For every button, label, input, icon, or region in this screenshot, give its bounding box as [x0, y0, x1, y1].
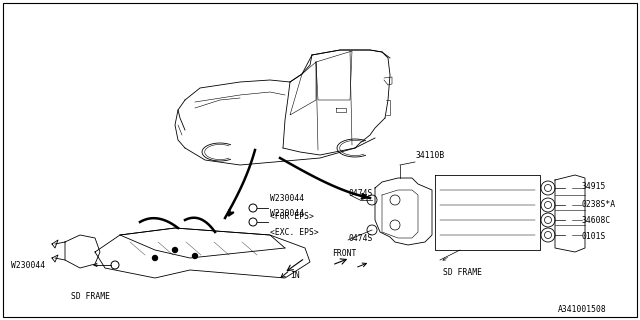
Circle shape — [152, 255, 157, 260]
Text: W230044: W230044 — [270, 194, 304, 203]
Text: <FOR EPS>: <FOR EPS> — [270, 212, 314, 221]
Text: 34110B: 34110B — [416, 151, 445, 160]
Text: SD FRAME: SD FRAME — [70, 292, 109, 301]
Text: W230044: W230044 — [270, 209, 304, 218]
Text: A341001508: A341001508 — [558, 305, 607, 314]
Text: 0474S: 0474S — [348, 188, 372, 197]
Circle shape — [173, 247, 177, 252]
Text: 0101S: 0101S — [582, 231, 606, 241]
Circle shape — [193, 253, 198, 259]
Text: FRONT: FRONT — [332, 249, 356, 258]
Text: 34608C: 34608C — [582, 215, 611, 225]
Text: 0474S: 0474S — [348, 234, 372, 243]
Text: 34915: 34915 — [582, 181, 606, 190]
Text: <EXC. EPS>: <EXC. EPS> — [270, 228, 319, 237]
Text: IN: IN — [290, 270, 300, 279]
Text: SD FRAME: SD FRAME — [442, 268, 481, 277]
Text: W230044: W230044 — [11, 260, 45, 269]
Text: 0238S*A: 0238S*A — [582, 199, 616, 209]
